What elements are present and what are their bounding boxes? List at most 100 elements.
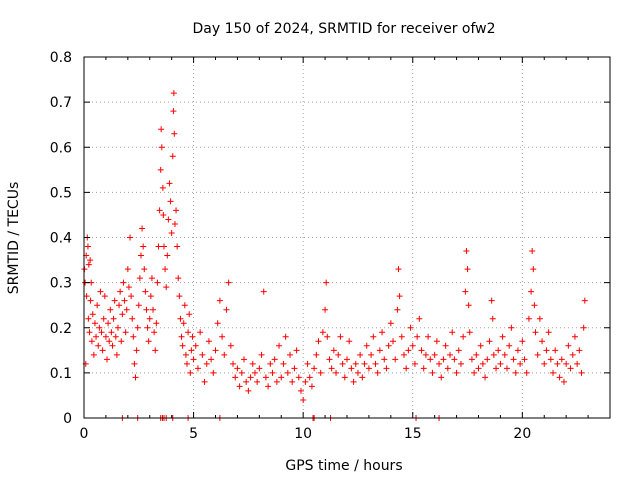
data-point	[449, 329, 456, 336]
data-point	[517, 360, 524, 367]
data-point	[105, 320, 112, 327]
data-point	[89, 311, 96, 318]
data-point	[489, 315, 496, 322]
data-point	[276, 342, 283, 349]
data-point	[212, 347, 219, 354]
data-point	[91, 320, 98, 327]
x-tick-label: 10	[294, 426, 312, 442]
data-point	[158, 126, 165, 133]
data-point	[471, 369, 478, 376]
data-point	[145, 338, 152, 345]
data-point	[447, 351, 454, 358]
data-point	[267, 360, 274, 367]
data-point	[381, 356, 388, 363]
data-point	[468, 356, 475, 363]
data-point	[134, 324, 141, 331]
data-point	[184, 360, 191, 367]
data-point	[289, 378, 296, 385]
data-point	[150, 306, 157, 313]
data-point	[395, 266, 402, 273]
y-tick-label: 0.2	[50, 321, 72, 337]
data-point	[164, 252, 171, 259]
y-tick-label: 0	[63, 411, 72, 427]
data-point	[271, 356, 278, 363]
data-point	[168, 229, 175, 236]
data-point	[563, 360, 570, 367]
data-point	[287, 351, 294, 358]
data-point	[107, 306, 114, 313]
data-point	[295, 374, 302, 381]
data-point	[167, 198, 174, 205]
data-point	[165, 216, 172, 223]
data-point	[140, 243, 147, 250]
data-point	[87, 297, 94, 304]
data-point	[143, 306, 150, 313]
data-point	[144, 324, 151, 331]
data-point	[580, 324, 587, 331]
data-point	[160, 243, 167, 250]
data-point	[479, 360, 486, 367]
data-point	[166, 180, 173, 187]
data-point	[170, 90, 177, 97]
data-point	[534, 351, 541, 358]
data-point	[429, 369, 436, 376]
data-point	[125, 284, 132, 291]
data-point	[188, 347, 195, 354]
data-point	[363, 342, 370, 349]
data-point	[438, 374, 445, 381]
data-point	[418, 347, 425, 354]
data-point	[348, 365, 355, 372]
y-tick-label: 0.5	[50, 185, 72, 201]
y-axis-label: SRMTID / TECUs	[6, 182, 22, 295]
data-point	[433, 338, 440, 345]
data-point	[85, 261, 92, 268]
data-point	[333, 369, 340, 376]
data-point	[475, 365, 482, 372]
data-point	[111, 297, 118, 304]
data-point	[147, 293, 154, 300]
data-point	[186, 311, 193, 318]
data-point	[387, 320, 394, 327]
data-point	[148, 275, 155, 282]
data-point	[247, 374, 254, 381]
data-point	[370, 333, 377, 340]
data-point	[392, 356, 399, 363]
data-point	[203, 360, 210, 367]
y-tick-label: 0.1	[50, 366, 72, 382]
data-point	[493, 365, 500, 372]
data-point	[308, 383, 315, 390]
points-layer	[81, 90, 588, 421]
data-point	[155, 243, 162, 250]
data-point	[490, 351, 497, 358]
data-point	[83, 293, 90, 300]
data-point	[238, 369, 245, 376]
data-point	[121, 297, 128, 304]
data-point	[265, 383, 272, 390]
data-point	[251, 369, 258, 376]
data-point	[436, 360, 443, 367]
data-point	[234, 365, 241, 372]
data-point	[113, 351, 120, 358]
data-point	[451, 356, 458, 363]
data-point	[205, 338, 212, 345]
data-point	[142, 288, 149, 295]
data-point	[385, 342, 392, 349]
data-point	[269, 369, 276, 376]
data-point	[523, 369, 530, 376]
data-point	[110, 315, 117, 322]
data-point	[477, 342, 484, 349]
data-point	[319, 329, 326, 336]
data-point	[282, 333, 289, 340]
data-point	[455, 347, 462, 354]
data-point	[383, 365, 390, 372]
data-point	[94, 302, 101, 309]
data-point	[486, 338, 493, 345]
data-point	[560, 378, 567, 385]
data-point	[240, 356, 247, 363]
data-point	[182, 351, 189, 358]
data-point	[466, 329, 473, 336]
data-point	[223, 306, 230, 313]
data-point	[344, 356, 350, 363]
data-point	[189, 333, 196, 340]
data-point	[114, 324, 121, 331]
